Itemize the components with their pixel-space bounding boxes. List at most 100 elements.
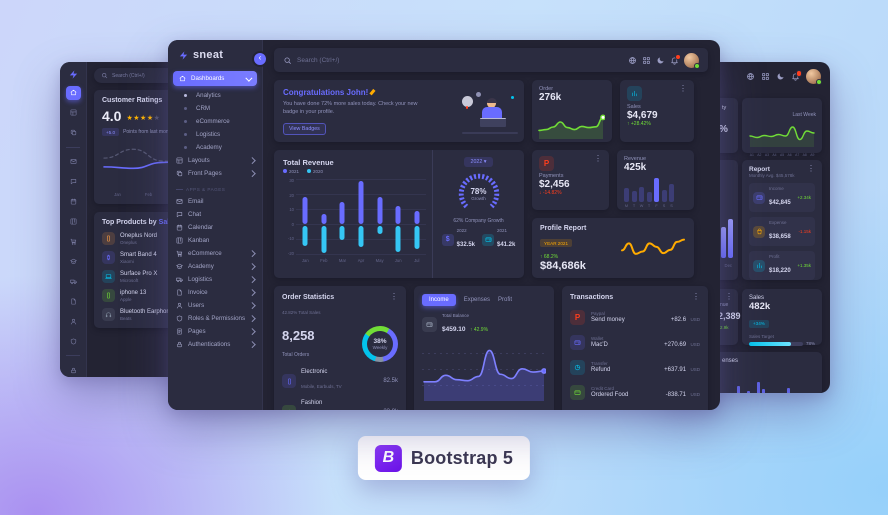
transaction-row[interactable]: Credit Card Ordered Food -838.71 USD bbox=[570, 383, 700, 401]
graduation-cap-icon bbox=[176, 263, 183, 270]
notifications-icon[interactable] bbox=[670, 53, 681, 65]
orders-donut-chart: 38% Weekly bbox=[362, 326, 398, 362]
bootstrap-logo: B bbox=[374, 444, 402, 472]
notification-badge bbox=[795, 70, 802, 77]
sidebar-item-chat[interactable]: Chat bbox=[168, 208, 262, 221]
app-name: sneat bbox=[193, 49, 224, 61]
wallet-icon bbox=[753, 191, 765, 204]
rail-users-button[interactable] bbox=[66, 314, 81, 328]
kanban-icon bbox=[176, 237, 183, 244]
rail-invoice-button[interactable] bbox=[66, 294, 81, 308]
rail-kanban-button[interactable] bbox=[66, 215, 81, 229]
language-icon[interactable] bbox=[746, 72, 755, 81]
sidebar-item-crm[interactable]: CRM bbox=[168, 102, 262, 115]
dark-mode-icon[interactable] bbox=[776, 72, 785, 81]
lock-icon bbox=[176, 341, 183, 348]
search-icon bbox=[283, 56, 292, 65]
search-input[interactable]: Search (Ctrl+/) bbox=[297, 56, 340, 64]
rail-pages-button[interactable] bbox=[66, 126, 81, 140]
card-subtitle: 42.82% Total Sales bbox=[282, 310, 321, 315]
activity-line-chart bbox=[749, 126, 815, 147]
sidebar-item-kanban[interactable]: Kanban bbox=[168, 234, 262, 247]
year-select[interactable]: 2022 ▾ bbox=[463, 157, 494, 167]
sidebar-item-academy[interactable]: Academy bbox=[168, 141, 262, 154]
sidebar-item-ecommerce-app[interactable]: eCommerce bbox=[168, 247, 262, 260]
company-growth-caption: 62% Company Growth bbox=[453, 218, 504, 224]
order-category-row[interactable]: Electronic Mobile, Earbuds, TV 82.5k bbox=[282, 369, 398, 393]
avatar[interactable] bbox=[684, 52, 700, 69]
sidebar-item-ecommerce[interactable]: eCommerce bbox=[168, 115, 262, 128]
tab-expenses[interactable]: Expenses bbox=[463, 297, 491, 303]
rail-email-button[interactable] bbox=[66, 155, 81, 169]
product-row[interactable]: Smart Band 4 Xiaomi bbox=[102, 251, 282, 264]
rail-academy-button[interactable] bbox=[66, 254, 81, 268]
rail-roles-button[interactable] bbox=[66, 334, 81, 348]
sidebar-collapse-toggle[interactable]: ‹ bbox=[252, 51, 268, 67]
dark-mode-icon[interactable] bbox=[656, 56, 665, 65]
sidebar-item-roles-permissions[interactable]: Roles & Permissions bbox=[168, 312, 262, 325]
rail-logistics-button[interactable] bbox=[66, 274, 81, 288]
view-badges-button[interactable]: View Badges bbox=[283, 122, 326, 135]
profile-report-card: Profile Report YEAR 2021 ↑ 68.2% $84,686… bbox=[532, 218, 694, 278]
transaction-row[interactable]: P Paypal Send money +82.6 USD bbox=[570, 308, 700, 326]
app-logo[interactable]: sneat bbox=[168, 40, 262, 68]
transaction-row[interactable]: Transfer Refund +637.91 USD bbox=[570, 358, 700, 376]
stat-value: $4,679 bbox=[627, 110, 658, 121]
notifications-icon[interactable] bbox=[791, 70, 802, 81]
sidebar-item-dashboards[interactable]: Dashboards bbox=[173, 71, 257, 86]
kebab-menu-icon[interactable]: ⋮ bbox=[692, 292, 700, 301]
sidebar-item-users[interactable]: Users bbox=[168, 299, 262, 312]
sidebar-item-calendar[interactable]: Calendar bbox=[168, 221, 262, 234]
chevron-right-icon bbox=[248, 289, 255, 296]
sidebar-item-email[interactable]: Email bbox=[168, 195, 262, 208]
product-row[interactable]: Surface Pro X Microsoft bbox=[102, 270, 282, 283]
product-row[interactable]: Oneplus Nord Oneplus bbox=[102, 232, 282, 245]
rail-auth-button[interactable] bbox=[66, 363, 81, 377]
transaction-row[interactable]: Wallet Mac'D +270.69 USD bbox=[570, 333, 700, 351]
card-title: Transactions bbox=[570, 294, 614, 301]
rail-ecommerce-button[interactable] bbox=[66, 234, 81, 248]
bullet-icon bbox=[184, 133, 187, 136]
sidebar-item-analytics[interactable]: Analytics bbox=[168, 89, 262, 102]
sidebar-item-academy-app[interactable]: Academy bbox=[168, 260, 262, 273]
rail-calendar-button[interactable] bbox=[66, 195, 81, 209]
sidebar-item-authentications[interactable]: Authentications bbox=[168, 338, 262, 351]
language-icon[interactable] bbox=[628, 56, 637, 65]
sidebar-item-front-pages[interactable]: Front Pages bbox=[168, 167, 262, 180]
y-axis-labels: 30 20 10 0 -10 -20 bbox=[287, 178, 294, 256]
phone-icon bbox=[282, 374, 296, 388]
target-pct: 78% bbox=[805, 341, 815, 346]
kebab-menu-icon[interactable]: ⋮ bbox=[390, 292, 398, 301]
sidebar-item-invoice[interactable]: Invoice bbox=[168, 286, 262, 299]
product-row[interactable]: Bluetooth Earphone Beats bbox=[102, 308, 282, 321]
pie-chart-icon bbox=[570, 359, 585, 375]
avatar[interactable] bbox=[806, 69, 822, 85]
shortcuts-icon[interactable] bbox=[642, 56, 651, 65]
stat-value: 425k bbox=[624, 162, 647, 173]
sneat-logo-icon bbox=[68, 69, 79, 80]
sidebar-item-pages[interactable]: Pages bbox=[168, 325, 262, 338]
stat-label: Sales bbox=[627, 104, 641, 110]
rail-layouts-button[interactable] bbox=[66, 106, 81, 120]
wallet-icon bbox=[570, 334, 585, 350]
order-category-row[interactable]: FashionT-shirt, Jeans, Shoes 23.8k bbox=[282, 400, 398, 410]
bootstrap-badge[interactable]: B Bootstrap 5 bbox=[357, 436, 531, 480]
layout-icon bbox=[176, 157, 183, 164]
sidebar-item-logistics[interactable]: Logistics bbox=[168, 128, 262, 141]
kebab-menu-icon[interactable]: ⋮ bbox=[679, 84, 687, 93]
tab-profit[interactable]: Profit bbox=[498, 297, 513, 303]
product-row[interactable]: iphone 13 Apple bbox=[102, 289, 282, 302]
rail-chat-button[interactable] bbox=[66, 175, 81, 189]
chat-icon bbox=[176, 211, 183, 218]
card-title: Profile Report bbox=[540, 224, 587, 232]
kebab-menu-icon[interactable]: ⋮ bbox=[725, 292, 733, 301]
sidebar-item-layouts[interactable]: Layouts bbox=[168, 154, 262, 167]
tab-income[interactable]: Income bbox=[422, 294, 456, 306]
rail-dashboard-button[interactable] bbox=[65, 86, 81, 100]
activity-x-labels: A1 A2 A3 A4 A5 A6 A7 A8 A9 bbox=[749, 153, 815, 157]
kebab-menu-icon[interactable]: ⋮ bbox=[594, 154, 602, 163]
sidebar-item-logistics-app[interactable]: Logistics bbox=[168, 273, 262, 286]
kebab-menu-icon[interactable]: ⋮ bbox=[807, 164, 815, 173]
shortcuts-icon[interactable] bbox=[761, 72, 770, 81]
